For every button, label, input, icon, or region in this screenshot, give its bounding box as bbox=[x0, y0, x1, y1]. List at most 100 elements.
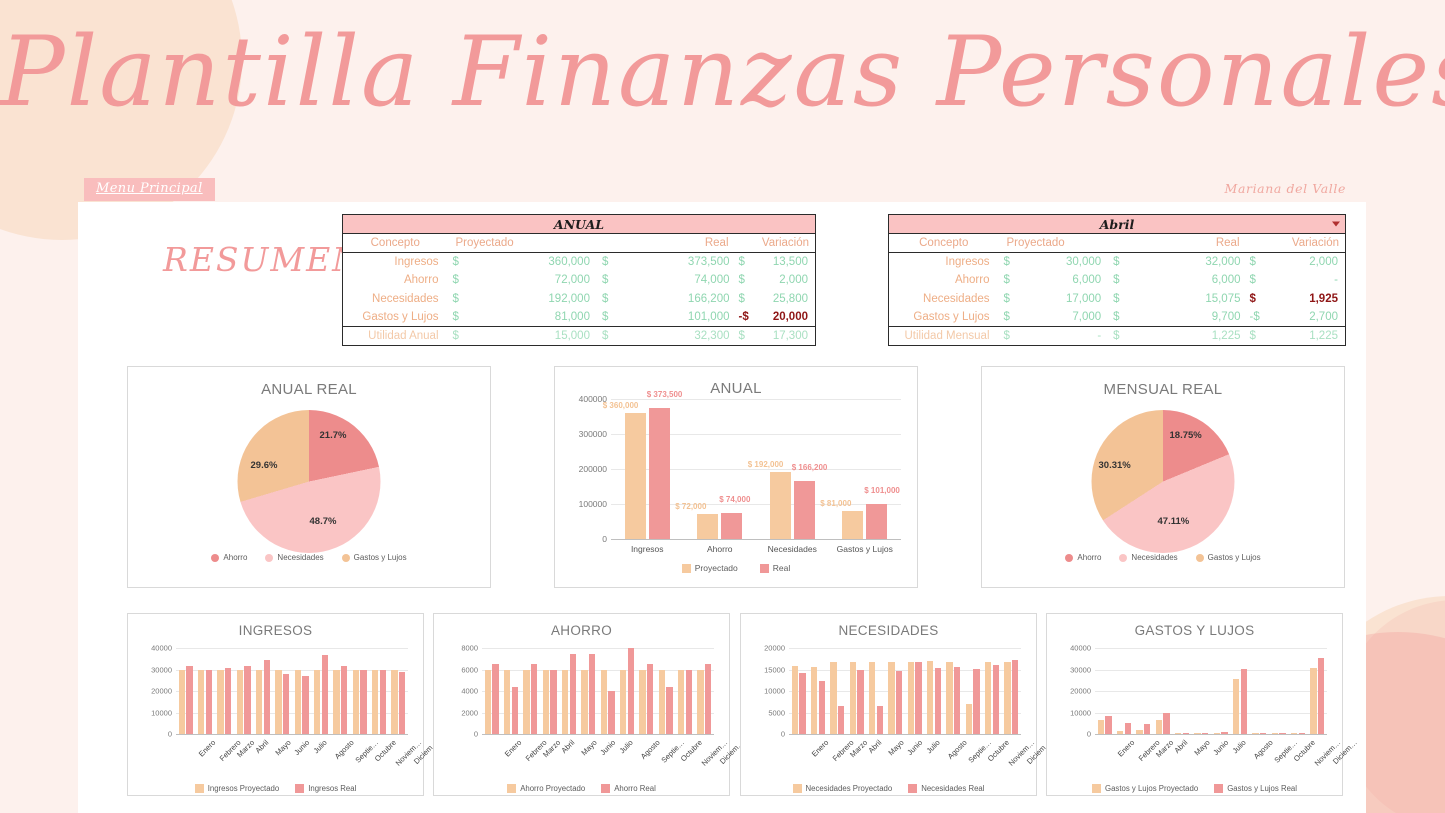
legend-label: Necesidades bbox=[1131, 553, 1178, 562]
legend-swatch-icon bbox=[1214, 784, 1224, 793]
bar-Proyectado bbox=[769, 471, 791, 539]
gridline bbox=[789, 712, 1021, 714]
legend-swatch-icon bbox=[601, 784, 611, 793]
y-axis-tick: 20000 bbox=[1070, 686, 1091, 696]
legend-item: Necesidades Real bbox=[908, 784, 984, 793]
cell-concepto: Necesidades bbox=[372, 292, 439, 305]
bar-real bbox=[569, 654, 576, 734]
x-axis-category: Junio bbox=[905, 738, 925, 758]
bar-proyectado bbox=[523, 669, 530, 734]
y-axis-tick: 0 bbox=[473, 729, 478, 739]
chart-card-necesidades: NECESIDADES 0 5000 10000 15000 20000 Enero Febr… bbox=[740, 613, 1053, 796]
legend-item: Proyectado bbox=[681, 563, 738, 573]
bar-Proyectado bbox=[624, 413, 646, 539]
bar-real bbox=[992, 665, 999, 734]
cell-real: 74,000 bbox=[694, 274, 730, 287]
chart-legend: Ahorro Proyectado Ahorro Real bbox=[434, 784, 729, 793]
x-axis-category: Agosto bbox=[1251, 738, 1275, 761]
bar-real bbox=[1011, 660, 1019, 734]
cell-variacion: $2,000 bbox=[1249, 256, 1339, 268]
bar-proyectado bbox=[294, 669, 302, 734]
cell-real: 9,700 bbox=[1211, 311, 1241, 323]
x-axis-category: Gastos y Lujos bbox=[836, 544, 893, 554]
legend-swatch-icon bbox=[507, 784, 517, 793]
legend-item: Ingresos Real bbox=[295, 784, 356, 793]
bar-real bbox=[1182, 732, 1189, 734]
table-row: Ingresos $360,000 $373,500 $13,500 bbox=[343, 253, 816, 272]
gridline bbox=[789, 691, 1021, 692]
x-axis-category: Mayo bbox=[579, 738, 599, 758]
y-axis-tick: 0 bbox=[780, 729, 785, 739]
legend-item: Necesidades Proyectado bbox=[792, 784, 892, 793]
bar-real bbox=[973, 668, 980, 734]
pie-slice-label: 47.11% bbox=[1157, 516, 1190, 527]
cell-real: 373,500 bbox=[687, 256, 730, 268]
bar-proyectado bbox=[620, 669, 627, 734]
cell-variacion: $2,000 bbox=[738, 274, 809, 287]
bar-real bbox=[302, 676, 309, 734]
cell-concepto: Utilidad Mensual bbox=[888, 326, 999, 345]
x-axis-category: Julio bbox=[924, 738, 942, 756]
x-axis-category: Mayo bbox=[1192, 738, 1212, 758]
table-row: Necesidades $192,000 $166,200 $25,800 bbox=[343, 290, 816, 309]
y-axis-tick: 8000 bbox=[461, 643, 478, 653]
bar-real bbox=[799, 672, 806, 734]
bar-proyectado bbox=[869, 661, 876, 734]
cell-concepto: Ahorro bbox=[954, 274, 990, 287]
bar-real bbox=[895, 671, 903, 734]
pie-slice-label: 30.31% bbox=[1098, 460, 1131, 471]
x-axis-category: Junio bbox=[1211, 738, 1231, 758]
x-axis-category: Julio bbox=[617, 738, 635, 756]
gridline bbox=[789, 734, 1021, 735]
page-title: Plantilla Finanzas Personales bbox=[0, 16, 1445, 128]
bar-proyectado bbox=[581, 669, 588, 734]
bar-real bbox=[1105, 715, 1112, 734]
bar-proyectado bbox=[791, 666, 799, 734]
x-axis-category: Julio bbox=[311, 738, 329, 756]
x-axis-category: Abril bbox=[866, 738, 884, 755]
y-axis-tick: 0 bbox=[1086, 729, 1091, 739]
y-axis-tick: 300000 bbox=[578, 429, 607, 439]
bar-proyectado bbox=[907, 661, 915, 734]
table-header-row: Concepto Proyectado Real Variación bbox=[342, 233, 816, 253]
chevron-down-icon[interactable] bbox=[1332, 221, 1340, 227]
y-axis-tick: 0 bbox=[167, 729, 172, 739]
legend-item: Ahorro bbox=[211, 553, 247, 562]
x-axis-category: Junio bbox=[292, 738, 312, 758]
legend-item: Ahorro Real bbox=[601, 784, 656, 793]
bar-real bbox=[1298, 733, 1305, 734]
chart-legend: Necesidades Proyectado Necesidades Real bbox=[741, 784, 1036, 793]
bar-real bbox=[205, 669, 212, 734]
bar-proyectado bbox=[658, 669, 666, 734]
cell-currency: $ bbox=[1113, 311, 1120, 323]
bar-proyectado bbox=[639, 669, 646, 734]
bar-proyectado bbox=[678, 669, 685, 734]
tab-menu-principal[interactable]: Menu Principal bbox=[84, 178, 215, 201]
bar-proyectado bbox=[830, 661, 837, 734]
bar-real bbox=[379, 669, 386, 734]
cell-currency: $ bbox=[1003, 274, 1010, 287]
table-total-row: Utilidad Anual $15,000 $32,300 $17,300 bbox=[342, 326, 816, 345]
table-row: Ahorro $6,000 $6,000 $ - bbox=[889, 271, 1346, 290]
bar-proyectado bbox=[236, 669, 244, 734]
bar-proyectado bbox=[484, 669, 492, 734]
bar-real bbox=[1163, 712, 1170, 734]
x-axis-category: Agosto bbox=[945, 738, 969, 761]
gridline bbox=[176, 669, 408, 671]
bar-proyectado bbox=[562, 669, 569, 734]
cell-currency: $ bbox=[1113, 292, 1120, 305]
bar-real bbox=[1201, 732, 1209, 734]
cell-proyectado: 30,000 bbox=[1065, 256, 1102, 268]
legend-label: Gastos y Lujos bbox=[1207, 553, 1261, 562]
legend-swatch-icon bbox=[295, 784, 305, 793]
table-title[interactable]: Abril bbox=[888, 214, 1346, 234]
cell-currency: $ bbox=[452, 274, 459, 287]
column-header-proyectado: Proyectado bbox=[998, 233, 1109, 253]
cell-currency: $ bbox=[601, 274, 609, 287]
y-axis-tick: 10000 bbox=[151, 708, 172, 717]
bar-proyectado bbox=[849, 661, 857, 734]
cell-currency: $ bbox=[601, 292, 609, 305]
cell-currency: $ bbox=[1108, 326, 1125, 345]
bar-proyectado bbox=[333, 669, 340, 734]
gridline bbox=[482, 669, 714, 671]
